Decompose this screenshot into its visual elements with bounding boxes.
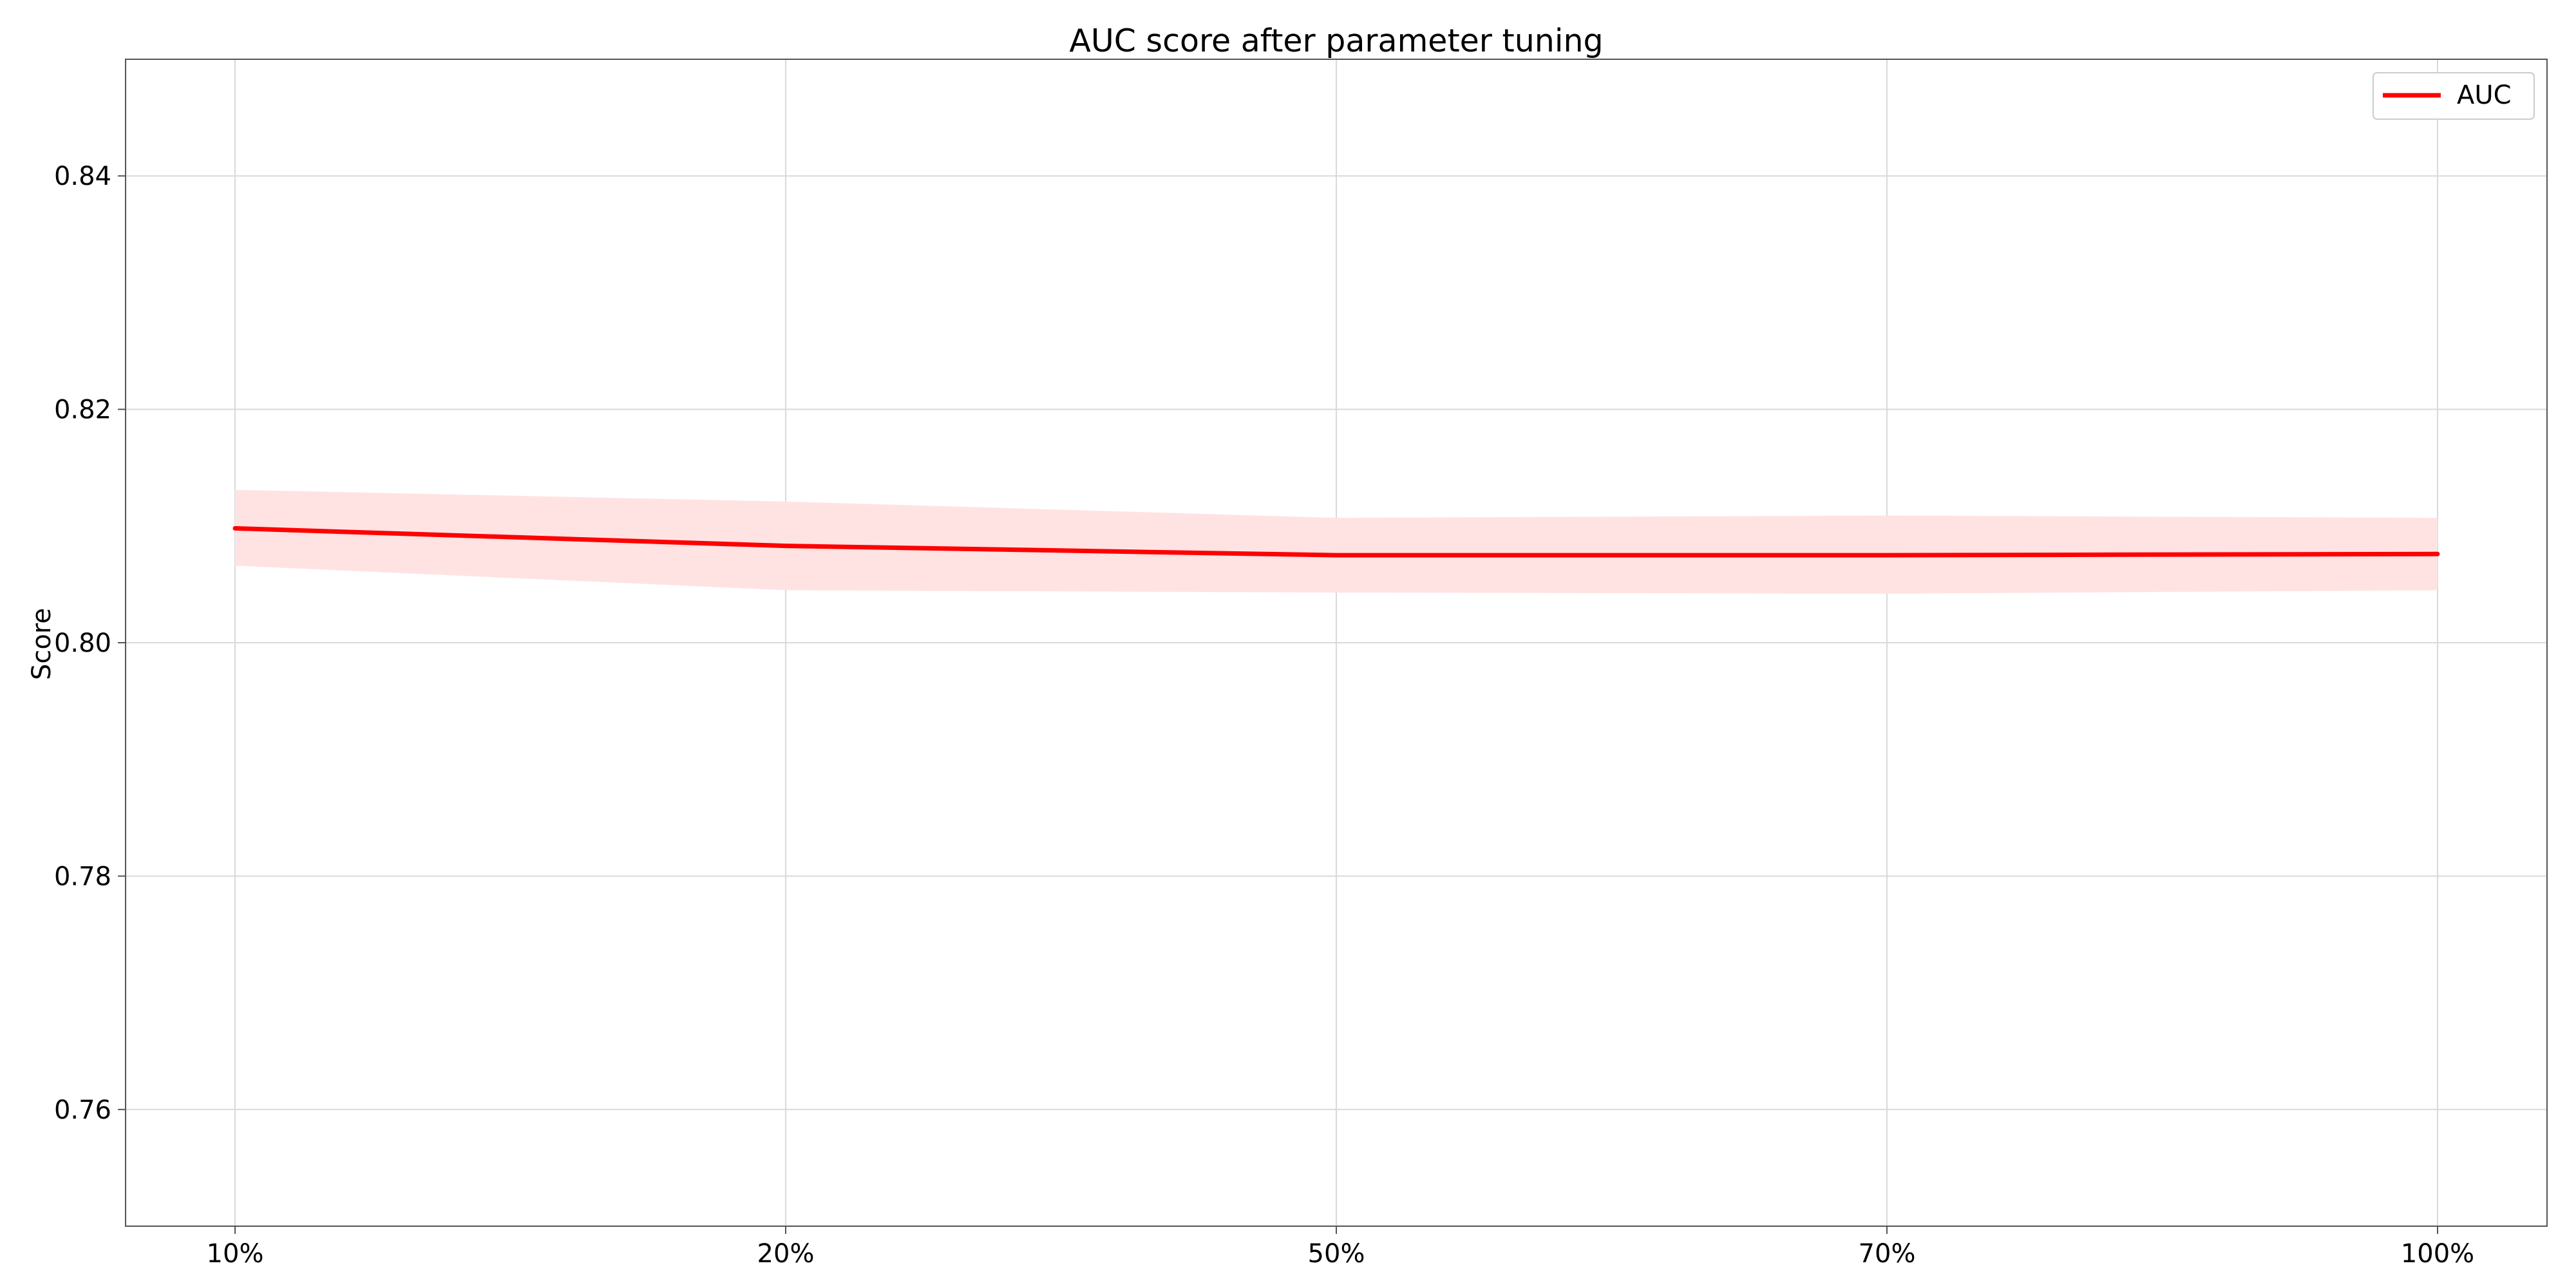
data-point-auc bbox=[785, 545, 786, 547]
x-tick-label: 50% bbox=[1308, 1239, 1365, 1269]
legend-label-auc: AUC bbox=[2457, 80, 2512, 110]
confidence-band-layer bbox=[235, 489, 2438, 594]
y-tick-label: 0.76 bbox=[54, 1095, 111, 1125]
data-point-auc bbox=[2437, 553, 2438, 555]
x-axis-ticks: 10% 20% 50% 70% 100% bbox=[207, 1226, 2474, 1269]
legend: AUC bbox=[2372, 72, 2535, 120]
y-axis-label: Score bbox=[27, 608, 57, 680]
y-tick-label: 0.80 bbox=[54, 629, 111, 658]
x-tick-label: 100% bbox=[2401, 1239, 2474, 1269]
data-point-auc bbox=[1886, 554, 1888, 556]
x-tick-label: 20% bbox=[757, 1239, 815, 1269]
legend-box bbox=[2372, 72, 2535, 120]
y-tick-label: 0.78 bbox=[54, 862, 111, 891]
x-tick-label: 10% bbox=[207, 1239, 264, 1269]
series-line-layer bbox=[232, 526, 2440, 558]
y-axis-ticks: 0.76 0.78 0.80 0.82 0.84 bbox=[54, 162, 126, 1125]
confidence-band-auc bbox=[235, 489, 2438, 594]
data-point-auc bbox=[234, 527, 236, 529]
data-point-auc bbox=[1336, 554, 1337, 556]
y-tick-label: 0.84 bbox=[54, 162, 111, 191]
x-tick-label: 70% bbox=[1859, 1239, 1916, 1269]
y-tick-label: 0.82 bbox=[54, 395, 111, 425]
chart-title: AUC score after parameter tuning bbox=[1069, 23, 1603, 59]
grid-lines bbox=[126, 59, 2547, 1226]
